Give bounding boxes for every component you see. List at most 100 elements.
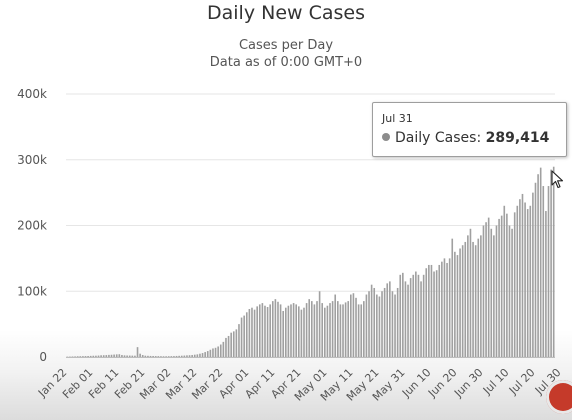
bar[interactable] [389,281,391,357]
bar[interactable] [178,355,180,357]
bar[interactable] [79,356,82,357]
bar[interactable] [300,309,303,357]
bar[interactable] [167,356,170,357]
bar[interactable] [313,304,316,357]
bar[interactable] [448,258,451,357]
bar[interactable] [282,310,284,357]
bar[interactable] [503,205,506,357]
bar[interactable] [376,294,378,357]
bar[interactable] [199,353,201,357]
bar[interactable] [537,174,539,357]
bar[interactable] [219,344,222,357]
bar[interactable] [550,169,552,357]
bar[interactable] [334,294,337,357]
bar[interactable] [303,307,305,357]
bar[interactable] [95,355,97,357]
bar[interactable] [482,225,485,358]
bar[interactable] [490,228,493,357]
bar[interactable] [310,301,313,357]
bar[interactable] [160,356,162,357]
bar[interactable] [214,347,217,357]
bar[interactable] [271,301,274,357]
bar[interactable] [516,205,519,357]
bar[interactable] [508,225,511,358]
bar[interactable] [524,202,526,357]
bar[interactable] [66,356,69,358]
bar[interactable] [337,301,339,357]
bar[interactable] [513,212,516,357]
bar[interactable] [154,356,157,357]
bar[interactable] [467,235,469,357]
bar[interactable] [113,354,115,357]
bar[interactable] [477,238,480,357]
bar[interactable] [352,293,355,357]
bar[interactable] [378,296,381,357]
bar[interactable] [339,304,342,357]
bar[interactable] [92,355,95,357]
bar[interactable] [521,193,524,357]
bar[interactable] [474,245,477,357]
bar[interactable] [136,347,139,357]
bar[interactable] [433,271,435,357]
bar[interactable] [204,352,206,357]
bar[interactable] [258,304,261,357]
bar[interactable] [407,284,409,357]
bar[interactable] [545,211,547,357]
bar[interactable] [519,199,521,357]
bar[interactable] [534,182,537,357]
bar[interactable] [532,192,534,357]
bar[interactable] [269,304,271,357]
bar[interactable] [422,274,425,357]
bar[interactable] [123,355,126,357]
bar[interactable] [201,353,204,357]
bar[interactable] [547,186,550,357]
bar[interactable] [357,304,360,357]
bar[interactable] [134,355,136,357]
bar[interactable] [240,317,243,357]
bar[interactable] [162,356,165,357]
bar[interactable] [539,167,542,357]
bar[interactable] [256,306,258,357]
bar[interactable] [404,281,407,357]
bar[interactable] [355,297,357,357]
bar[interactable] [415,271,417,357]
bar[interactable] [308,299,311,357]
bar[interactable] [428,264,430,357]
bar[interactable] [206,351,209,357]
bar[interactable] [347,301,350,357]
bar[interactable] [248,309,251,357]
bar[interactable] [217,346,219,357]
bar[interactable] [350,294,352,357]
bar[interactable] [243,315,245,357]
bar[interactable] [552,166,555,357]
bar[interactable] [266,307,269,357]
bar[interactable] [253,309,256,357]
bar[interactable] [144,355,147,357]
bar[interactable] [84,356,87,357]
bar[interactable] [326,305,329,357]
bar[interactable] [498,218,500,357]
bar[interactable] [157,356,160,357]
bar[interactable] [274,299,277,357]
bar[interactable] [108,354,110,357]
bar[interactable] [529,205,532,357]
bar[interactable] [230,332,232,357]
bar[interactable] [542,186,545,357]
bar[interactable] [238,324,240,357]
bar[interactable] [227,335,230,357]
bar[interactable] [196,354,199,357]
bar[interactable] [342,304,344,357]
bar[interactable] [290,304,292,357]
bar[interactable] [279,304,282,357]
bar[interactable] [399,274,402,357]
bar[interactable] [74,356,76,358]
bar[interactable] [469,228,472,357]
bar[interactable] [165,356,167,357]
bar[interactable] [284,307,287,357]
bar[interactable] [329,303,331,357]
bar[interactable] [365,294,368,357]
bar[interactable] [464,241,467,357]
bar[interactable] [526,209,529,357]
bar[interactable] [264,305,266,357]
